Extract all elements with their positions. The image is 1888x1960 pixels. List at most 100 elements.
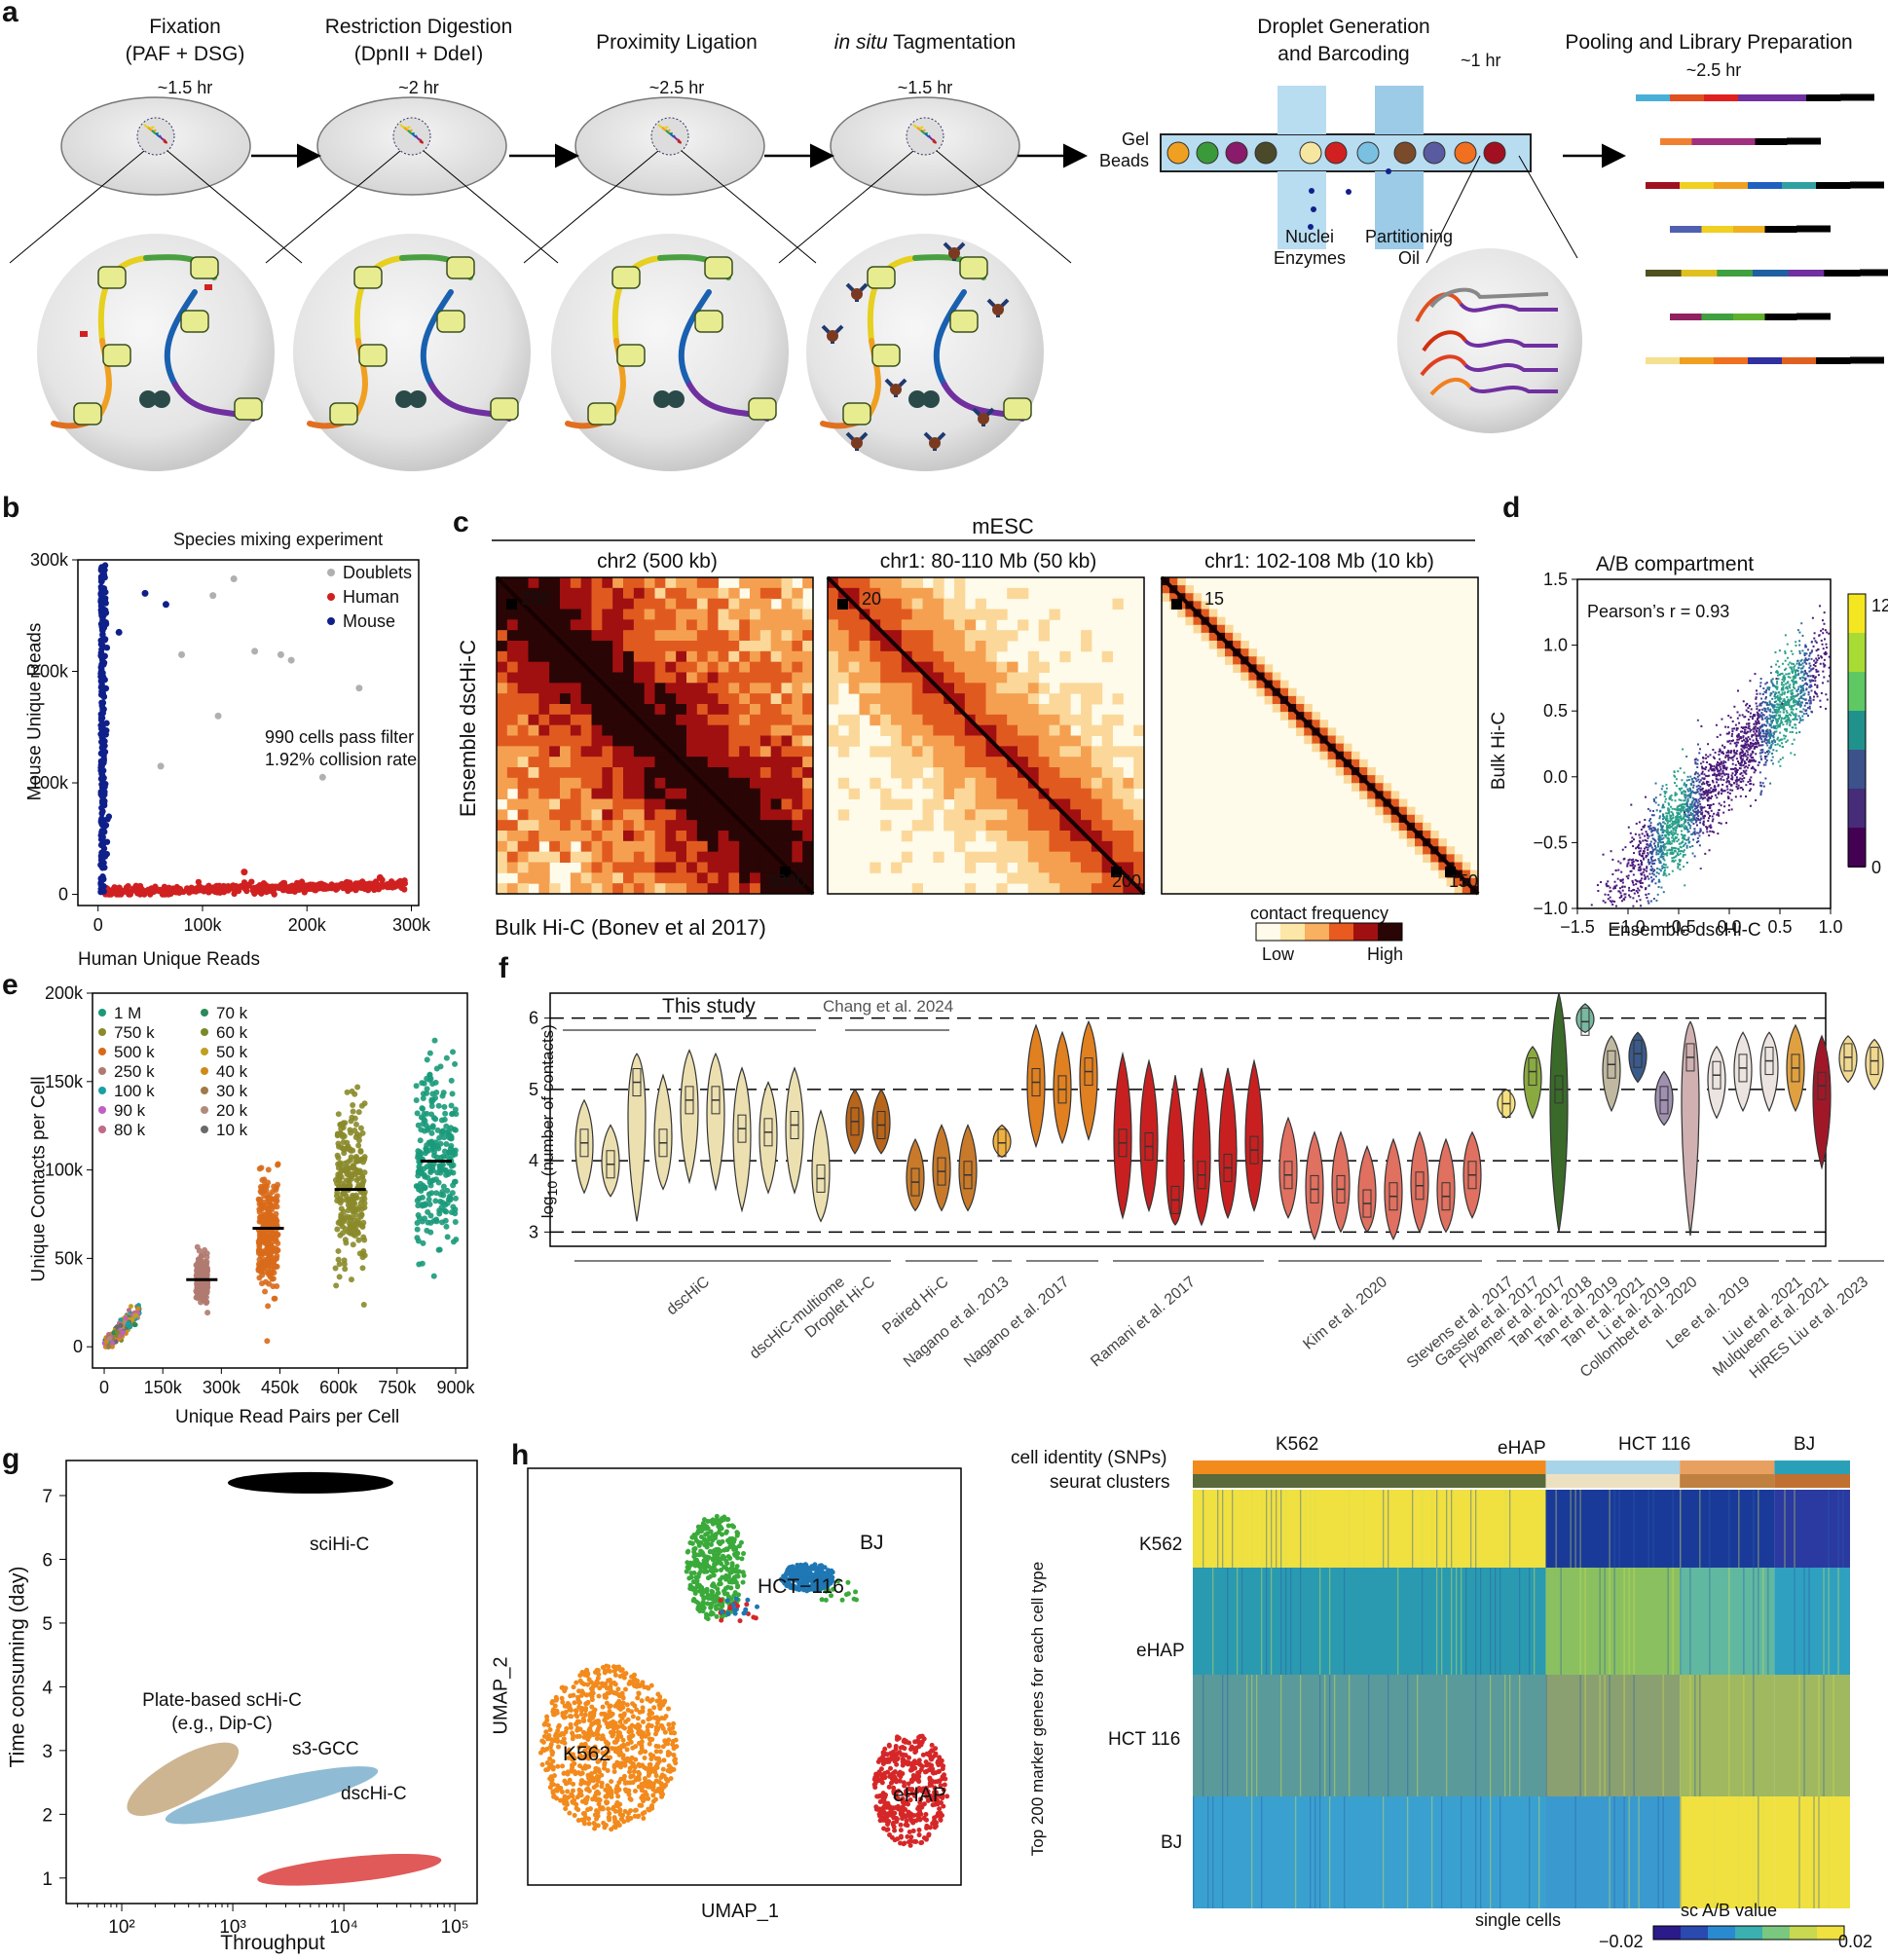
density-point [1696,832,1699,834]
density-point [1638,833,1641,836]
density-point [1696,743,1699,746]
density-point [1711,795,1714,797]
density-point [1705,792,1708,795]
human-cell-point [263,883,270,890]
density-point [1740,764,1743,767]
contact-cell [996,862,1008,873]
contact-cell [506,650,519,663]
contact-cell [591,757,603,768]
density-point [1668,840,1671,843]
density-point [1742,780,1745,783]
density-point [1707,743,1710,746]
contact-cell [1038,798,1050,810]
density-point [1699,828,1702,831]
contact-cell [591,724,603,736]
density-point [1614,869,1617,871]
density-point [1744,728,1747,731]
density-point [1748,763,1751,766]
cbar-low: Low [1262,944,1295,964]
density-point [1735,772,1738,775]
contact-cell [848,672,860,684]
contact-cell [1319,751,1329,760]
density-point [1770,721,1773,724]
density-point [1718,791,1721,794]
density-point [1680,804,1683,807]
density-point [1776,683,1779,685]
zoom-line [167,150,303,264]
density-point [1691,796,1694,799]
density-point [1633,889,1636,892]
density-point [1750,708,1753,711]
panel-c-header-line [492,539,1475,541]
contact-cell [739,619,751,631]
density-point [1669,817,1672,820]
contact-cell [1240,664,1249,673]
chromatin-strand [673,135,679,141]
density-point [1700,788,1703,791]
density-point [1811,675,1814,678]
contact-cell [707,619,719,631]
density-point [1693,828,1696,831]
density-point [1815,641,1818,644]
density-point [1744,762,1747,765]
density-point [1637,887,1640,890]
density-point [1794,699,1796,702]
contact-cell [528,798,539,810]
contact-cell [686,840,698,853]
contact-cell [891,757,903,768]
contact-cell [1038,862,1050,873]
density-point [1731,720,1734,722]
density-point [1759,684,1762,687]
contact-cell [1101,809,1113,821]
contact-cell [570,746,582,758]
density-point [1782,723,1785,726]
density-point [1825,643,1828,646]
density-point [1775,670,1778,673]
density-point [1661,837,1664,840]
nucleosome [748,397,777,421]
density-point [1713,831,1716,833]
density-point [1802,677,1805,680]
contact-cell [922,693,934,705]
density-point [1659,794,1662,796]
density-point [1783,691,1786,694]
contact-cell [538,630,550,642]
density-point [1745,772,1748,775]
density-point [1651,872,1654,875]
contact-cell [859,704,870,716]
tick-label: 300k [392,915,431,935]
contact-cell [781,714,793,726]
density-point [1787,663,1790,666]
contact-cell [975,661,986,673]
density-point [1641,863,1644,866]
density-point [1620,870,1623,873]
plot-frame [1576,578,1832,909]
contact-cell [750,577,761,589]
density-point [1718,822,1721,825]
contact-cell [1351,775,1360,784]
density-point [1727,797,1730,800]
density-point [1651,848,1654,851]
density-point [1664,818,1667,821]
contact-cell [633,598,646,610]
contact-cell [944,714,955,726]
contact-cell [1049,767,1060,779]
density-point [1752,750,1755,753]
density-point [1686,831,1689,833]
contact-cell [570,851,582,863]
contact-cell [665,630,677,642]
density-point [1727,715,1730,718]
density-point [1794,664,1796,667]
density-point [1782,685,1785,688]
contact-cell [517,704,529,716]
density-point [1651,855,1654,858]
density-point [1768,751,1771,754]
density-point [1741,778,1744,781]
contact-cell [623,650,635,663]
contact-cell [665,767,677,779]
contact-cell [728,630,740,642]
density-point [1683,823,1685,826]
contact-cell [802,862,814,873]
density-point [1805,662,1808,665]
density-point [1624,893,1627,896]
